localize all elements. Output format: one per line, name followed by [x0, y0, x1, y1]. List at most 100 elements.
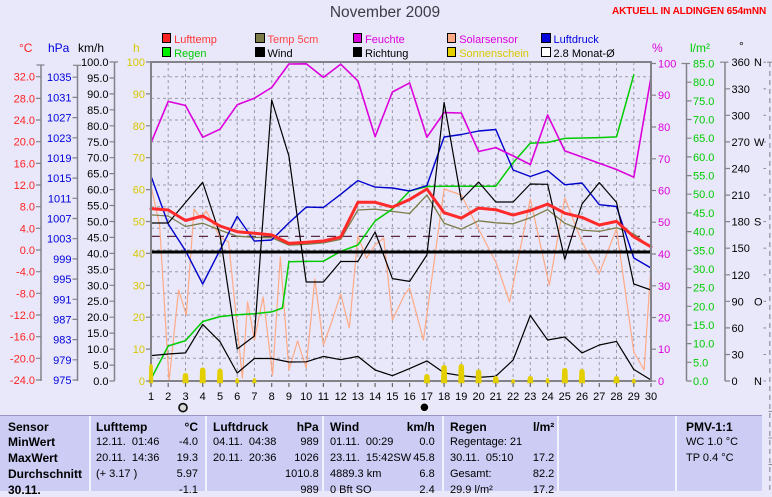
- svg-text:45.0: 45.0: [87, 232, 108, 244]
- svg-text:55.0: 55.0: [87, 201, 108, 213]
- svg-text:22: 22: [507, 391, 519, 403]
- svg-text:100: 100: [658, 59, 676, 71]
- svg-text:17: 17: [421, 391, 433, 403]
- svg-text:40.0: 40.0: [693, 227, 714, 239]
- svg-text:75.0: 75.0: [693, 96, 714, 108]
- svg-text:50: 50: [133, 217, 145, 229]
- svg-text:6: 6: [234, 391, 240, 403]
- svg-text:70.0: 70.0: [693, 115, 714, 127]
- svg-text:70: 70: [133, 153, 145, 165]
- svg-text:20: 20: [658, 313, 670, 325]
- svg-text:991: 991: [53, 294, 71, 306]
- svg-text:55.0: 55.0: [693, 171, 714, 183]
- svg-text:60: 60: [658, 186, 670, 198]
- svg-text:60: 60: [133, 185, 145, 197]
- svg-text:12: 12: [335, 391, 347, 403]
- svg-text:983: 983: [53, 335, 71, 347]
- svg-text:N: N: [754, 376, 762, 388]
- svg-text:1007: 1007: [47, 214, 71, 226]
- svg-text:20.0: 20.0: [87, 312, 108, 324]
- svg-text:15.0: 15.0: [87, 328, 108, 340]
- svg-text:16.0: 16.0: [14, 158, 35, 170]
- svg-text:14: 14: [369, 391, 381, 403]
- svg-text:4.0: 4.0: [20, 223, 35, 235]
- svg-text:10.0: 10.0: [693, 339, 714, 351]
- svg-text:75.0: 75.0: [87, 137, 108, 149]
- svg-text:23: 23: [524, 391, 536, 403]
- svg-text:S: S: [754, 217, 761, 229]
- svg-text:70: 70: [658, 154, 670, 166]
- svg-text:50: 50: [658, 217, 670, 229]
- svg-text:80: 80: [658, 122, 670, 134]
- svg-text:-24.0: -24.0: [10, 375, 35, 387]
- svg-text:120: 120: [732, 270, 750, 282]
- svg-text:90: 90: [658, 90, 670, 102]
- svg-text:65.0: 65.0: [87, 169, 108, 181]
- svg-text:8: 8: [269, 391, 275, 403]
- svg-text:85.0: 85.0: [87, 105, 108, 117]
- svg-text:4: 4: [200, 391, 206, 403]
- svg-text:1011: 1011: [48, 193, 72, 205]
- svg-text:995: 995: [53, 274, 71, 286]
- svg-text:-8.0: -8.0: [16, 288, 35, 300]
- svg-text:85.0: 85.0: [693, 59, 714, 71]
- svg-text:18: 18: [438, 391, 450, 403]
- svg-text:24: 24: [541, 391, 553, 403]
- svg-text:60: 60: [732, 323, 744, 335]
- svg-text:1027: 1027: [47, 113, 71, 125]
- svg-text:1023: 1023: [47, 133, 71, 145]
- svg-text:987: 987: [53, 314, 71, 326]
- svg-text:1015: 1015: [47, 173, 71, 185]
- svg-text:180: 180: [732, 217, 750, 229]
- svg-text:9: 9: [286, 391, 292, 403]
- svg-text:-4.0: -4.0: [16, 267, 35, 279]
- svg-text:0.0: 0.0: [93, 376, 108, 388]
- svg-text:210: 210: [732, 190, 750, 202]
- svg-text:10: 10: [133, 344, 145, 356]
- svg-text:60.0: 60.0: [87, 185, 108, 197]
- svg-text:50.0: 50.0: [87, 217, 108, 229]
- svg-text:40: 40: [133, 248, 145, 260]
- svg-text:27: 27: [593, 391, 605, 403]
- svg-text:90: 90: [732, 296, 744, 308]
- svg-text:-20.0: -20.0: [10, 353, 35, 365]
- svg-text:1035: 1035: [47, 72, 71, 84]
- svg-text:8.0: 8.0: [20, 202, 35, 214]
- svg-text:90.0: 90.0: [87, 89, 108, 101]
- svg-text:975: 975: [53, 375, 71, 387]
- svg-text:26: 26: [576, 391, 588, 403]
- svg-text:30: 30: [732, 350, 744, 362]
- svg-text:70.0: 70.0: [87, 153, 108, 165]
- svg-text:80: 80: [133, 121, 145, 133]
- svg-text:20.0: 20.0: [693, 301, 714, 313]
- svg-text:W: W: [754, 137, 765, 149]
- svg-text:10: 10: [300, 391, 312, 403]
- svg-text:1031: 1031: [47, 92, 71, 104]
- svg-text:20.0: 20.0: [14, 137, 35, 149]
- svg-text:25: 25: [559, 391, 571, 403]
- svg-text:30.0: 30.0: [693, 264, 714, 276]
- svg-text:35.0: 35.0: [87, 264, 108, 276]
- svg-text:29: 29: [628, 391, 640, 403]
- svg-text:5.0: 5.0: [693, 357, 708, 369]
- svg-text:95.0: 95.0: [87, 73, 108, 85]
- svg-text:35.0: 35.0: [693, 245, 714, 257]
- svg-text:300: 300: [732, 110, 750, 122]
- svg-text:13: 13: [352, 391, 364, 403]
- svg-text:28: 28: [610, 391, 622, 403]
- svg-text:80.0: 80.0: [693, 77, 714, 89]
- svg-text:30: 30: [658, 281, 670, 293]
- svg-text:7: 7: [251, 391, 257, 403]
- svg-text:150: 150: [732, 243, 750, 255]
- svg-text:80.0: 80.0: [87, 121, 108, 133]
- svg-text:30.0: 30.0: [87, 280, 108, 292]
- svg-text:979: 979: [53, 355, 71, 367]
- svg-text:0.0: 0.0: [20, 245, 35, 257]
- svg-text:10.0: 10.0: [87, 344, 108, 356]
- svg-text:45.0: 45.0: [693, 208, 714, 220]
- svg-text:100: 100: [127, 57, 145, 69]
- svg-text:5.0: 5.0: [93, 360, 108, 372]
- svg-text:1019: 1019: [47, 153, 71, 165]
- svg-text:O: O: [754, 296, 763, 308]
- svg-text:30: 30: [645, 391, 657, 403]
